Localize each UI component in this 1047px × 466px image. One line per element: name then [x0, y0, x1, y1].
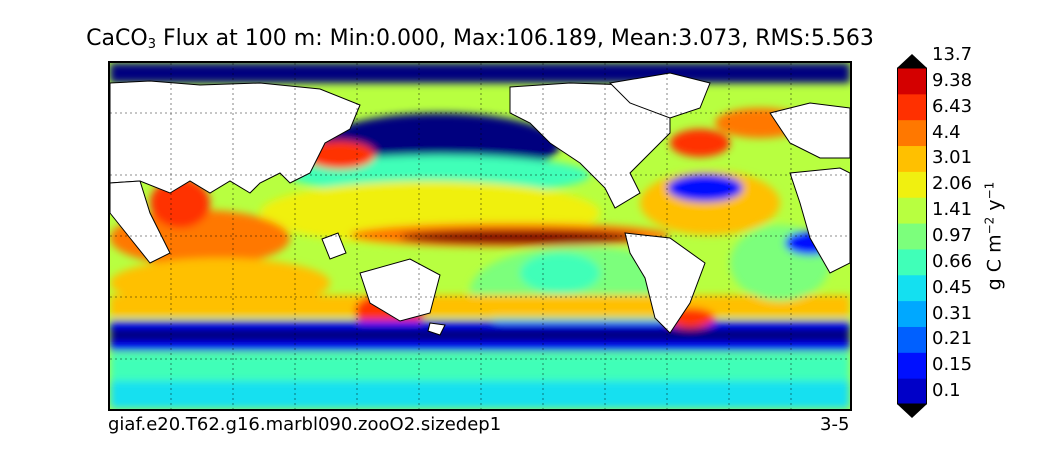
colorbar-bin [897, 378, 927, 405]
colorbar-bin [897, 300, 927, 327]
colorbar-tick-label: 0.97 [932, 225, 973, 246]
colorbar-tick-label: 0.15 [932, 354, 973, 376]
colorbar-bin [897, 326, 927, 353]
colorbar-bin [897, 171, 927, 198]
field-southern-green [110, 353, 850, 383]
colorbar-tick-label: 0.66 [932, 250, 973, 272]
colorbar-tick-label: 3.01 [932, 147, 973, 169]
land-africa-east [110, 180, 171, 264]
ocean-flux-map [110, 63, 850, 409]
colorbar-tick-label: 13.7 [932, 44, 973, 66]
colorbar-tick-label: 0.1 [932, 380, 961, 402]
colorbar-bin [897, 93, 927, 121]
colorbar [897, 54, 927, 418]
field-antarctic-margin [110, 381, 850, 409]
land-greenland [608, 72, 711, 119]
colorbar-units-label: g C m−2 y−1 [982, 181, 1006, 291]
land-masses [110, 72, 850, 336]
field-eq-pacific-dark [400, 230, 640, 244]
colorbar-tick-label: 1.41 [932, 199, 973, 221]
land-europe [769, 102, 850, 159]
field-gulf-stream [670, 129, 730, 157]
land-africa-west [789, 167, 850, 274]
case-name-label: giaf.e20.T62.g16.marbl090.zooO2.sizedep1 [108, 414, 502, 435]
colorbar-bin [897, 197, 927, 224]
land-new-zealand [427, 322, 446, 336]
field-arctic [110, 63, 850, 83]
field-south-pacific-center [520, 253, 600, 293]
land-eurasia [110, 80, 361, 194]
field-southern-dark [110, 328, 850, 342]
years-label: 3-5 [820, 414, 850, 435]
colorbar-bin [897, 274, 927, 302]
field-southern-orange [110, 295, 850, 317]
colorbar-tick-label: 0.31 [932, 302, 973, 324]
colorbar-outline [897, 67, 927, 405]
colorbar-bin [897, 145, 927, 172]
chart-title: CaCO3 Flux at 100 m: Min:0.000, Max:106.… [86, 26, 874, 52]
map-grid [110, 63, 850, 409]
colorbar-tick-label: 0.45 [932, 276, 973, 298]
colorbar-bin [897, 223, 927, 250]
colorbar-extend-max [897, 54, 927, 68]
field-atlantic-gyre-blue [667, 174, 743, 202]
colorbar-tick-label: 0.21 [932, 328, 973, 350]
land-borneo [321, 232, 347, 260]
land-south-america [624, 232, 706, 334]
colorbar-bin [897, 248, 927, 276]
colorbar-tick-label: 4.4 [932, 121, 961, 143]
colorbar-tick-label: 6.43 [932, 95, 973, 117]
colorbar-bin [897, 119, 927, 147]
colorbar-extend-min [897, 404, 927, 418]
colorbar-tick-label: 9.38 [932, 69, 973, 91]
colorbar-bin [897, 352, 927, 379]
colorbar-bin [897, 68, 927, 95]
land-australia [359, 258, 441, 322]
colorbar-tick-label: 2.06 [932, 173, 973, 195]
colorbar-bins [897, 54, 927, 418]
map-panel [108, 61, 852, 411]
